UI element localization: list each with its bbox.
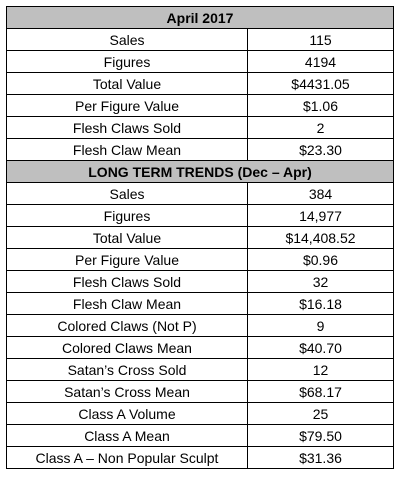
row-value: 12 (247, 358, 394, 381)
row-value: $0.96 (247, 248, 394, 271)
table-row: Per Figure Value $1.06 (6, 94, 394, 117)
row-label: Sales (6, 28, 248, 51)
row-value: 14,977 (247, 204, 394, 227)
table-row: Satan’s Cross Mean $68.17 (6, 380, 394, 403)
row-value: 32 (247, 270, 394, 293)
row-label: Class A Volume (6, 402, 248, 425)
table-row: Figures 14,977 (6, 204, 394, 227)
stats-table: April 2017 Sales 115 Figures 4194 Total Value… (6, 6, 394, 469)
row-label: Satan’s Cross Mean (6, 380, 248, 403)
table-row: Colored Claws Mean $40.70 (6, 336, 394, 359)
row-label: Colored Claws Mean (6, 336, 248, 359)
row-value: $4431.05 (247, 72, 394, 95)
table-row: Colored Claws (Not P) 9 (6, 314, 394, 337)
table-row: Total Value $14,408.52 (6, 226, 394, 249)
row-value: $31.36 (247, 446, 394, 469)
row-value: 2 (247, 116, 394, 139)
row-label: Total Value (6, 226, 248, 249)
table-row: Per Figure Value $0.96 (6, 248, 394, 271)
row-label: Total Value (6, 72, 248, 95)
row-value: $23.30 (247, 138, 394, 161)
row-label: Figures (6, 50, 248, 73)
row-label: Flesh Claw Mean (6, 138, 248, 161)
table-row: Figures 4194 (6, 50, 394, 73)
row-label: Flesh Claw Mean (6, 292, 248, 315)
row-value: 4194 (247, 50, 394, 73)
table-row: Satan’s Cross Sold 12 (6, 358, 394, 381)
table-row: Flesh Claw Mean $16.18 (6, 292, 394, 315)
table-row: Sales 384 (6, 182, 394, 205)
row-value: 384 (247, 182, 394, 205)
table-row: Sales 115 (6, 28, 394, 51)
row-value: $14,408.52 (247, 226, 394, 249)
row-value: $40.70 (247, 336, 394, 359)
row-label: Class A Mean (6, 424, 248, 447)
table-row: Flesh Claws Sold 32 (6, 270, 394, 293)
table-row: Class A Volume 25 (6, 402, 394, 425)
row-label: Colored Claws (Not P) (6, 314, 248, 337)
row-value: $1.06 (247, 94, 394, 117)
section-title: LONG TERM TRENDS (Dec – Apr) (6, 160, 394, 183)
section-title: April 2017 (6, 6, 394, 29)
row-label: Flesh Claws Sold (6, 116, 248, 139)
row-label: Figures (6, 204, 248, 227)
row-value: $68.17 (247, 380, 394, 403)
row-value: $16.18 (247, 292, 394, 315)
row-value: 9 (247, 314, 394, 337)
table-row: Total Value $4431.05 (6, 72, 394, 95)
row-value: 25 (247, 402, 394, 425)
table-row: Flesh Claws Sold 2 (6, 116, 394, 139)
row-label: Per Figure Value (6, 248, 248, 271)
row-label: Per Figure Value (6, 94, 248, 117)
row-label: Flesh Claws Sold (6, 270, 248, 293)
row-label: Satan’s Cross Sold (6, 358, 248, 381)
section-header-row: April 2017 (6, 6, 394, 29)
table-row: Flesh Claw Mean $23.30 (6, 138, 394, 161)
row-label: Sales (6, 182, 248, 205)
row-value: $79.50 (247, 424, 394, 447)
row-label: Class A – Non Popular Sculpt (6, 446, 248, 469)
row-value: 115 (247, 28, 394, 51)
section-header-row: LONG TERM TRENDS (Dec – Apr) (6, 160, 394, 183)
table-row: Class A Mean $79.50 (6, 424, 394, 447)
table-row: Class A – Non Popular Sculpt $31.36 (6, 446, 394, 469)
